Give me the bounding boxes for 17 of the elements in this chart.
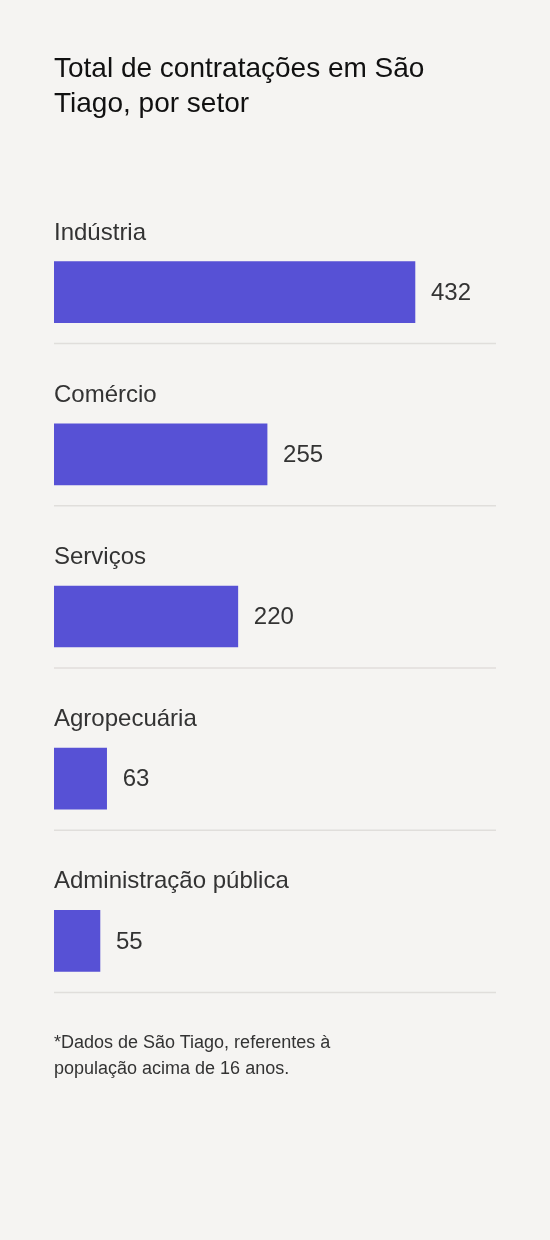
bar <box>54 261 416 323</box>
bar <box>54 423 268 486</box>
y-tick-label: Serviços <box>54 542 147 569</box>
data-label: 220 <box>253 602 294 630</box>
data-label: 432 <box>430 277 472 305</box>
data-label: 255 <box>283 439 324 467</box>
bar <box>54 910 101 972</box>
data-label: 63 <box>122 764 150 792</box>
y-tick-label: Agropecuária <box>54 704 198 732</box>
y-tick-label: Administração pública <box>54 866 290 894</box>
bar <box>54 747 107 810</box>
y-tick-label: Indústria <box>54 217 147 245</box>
chart-title: Total de contratações em São Tiago, por setor <box>54 51 426 120</box>
data-label: 55 <box>115 926 143 954</box>
bar <box>54 585 239 648</box>
text: *Dados de São Tiago, referentes à população acima de 16 anos. <box>54 1031 332 1080</box>
y-tick-label: Comércio <box>54 379 157 407</box>
